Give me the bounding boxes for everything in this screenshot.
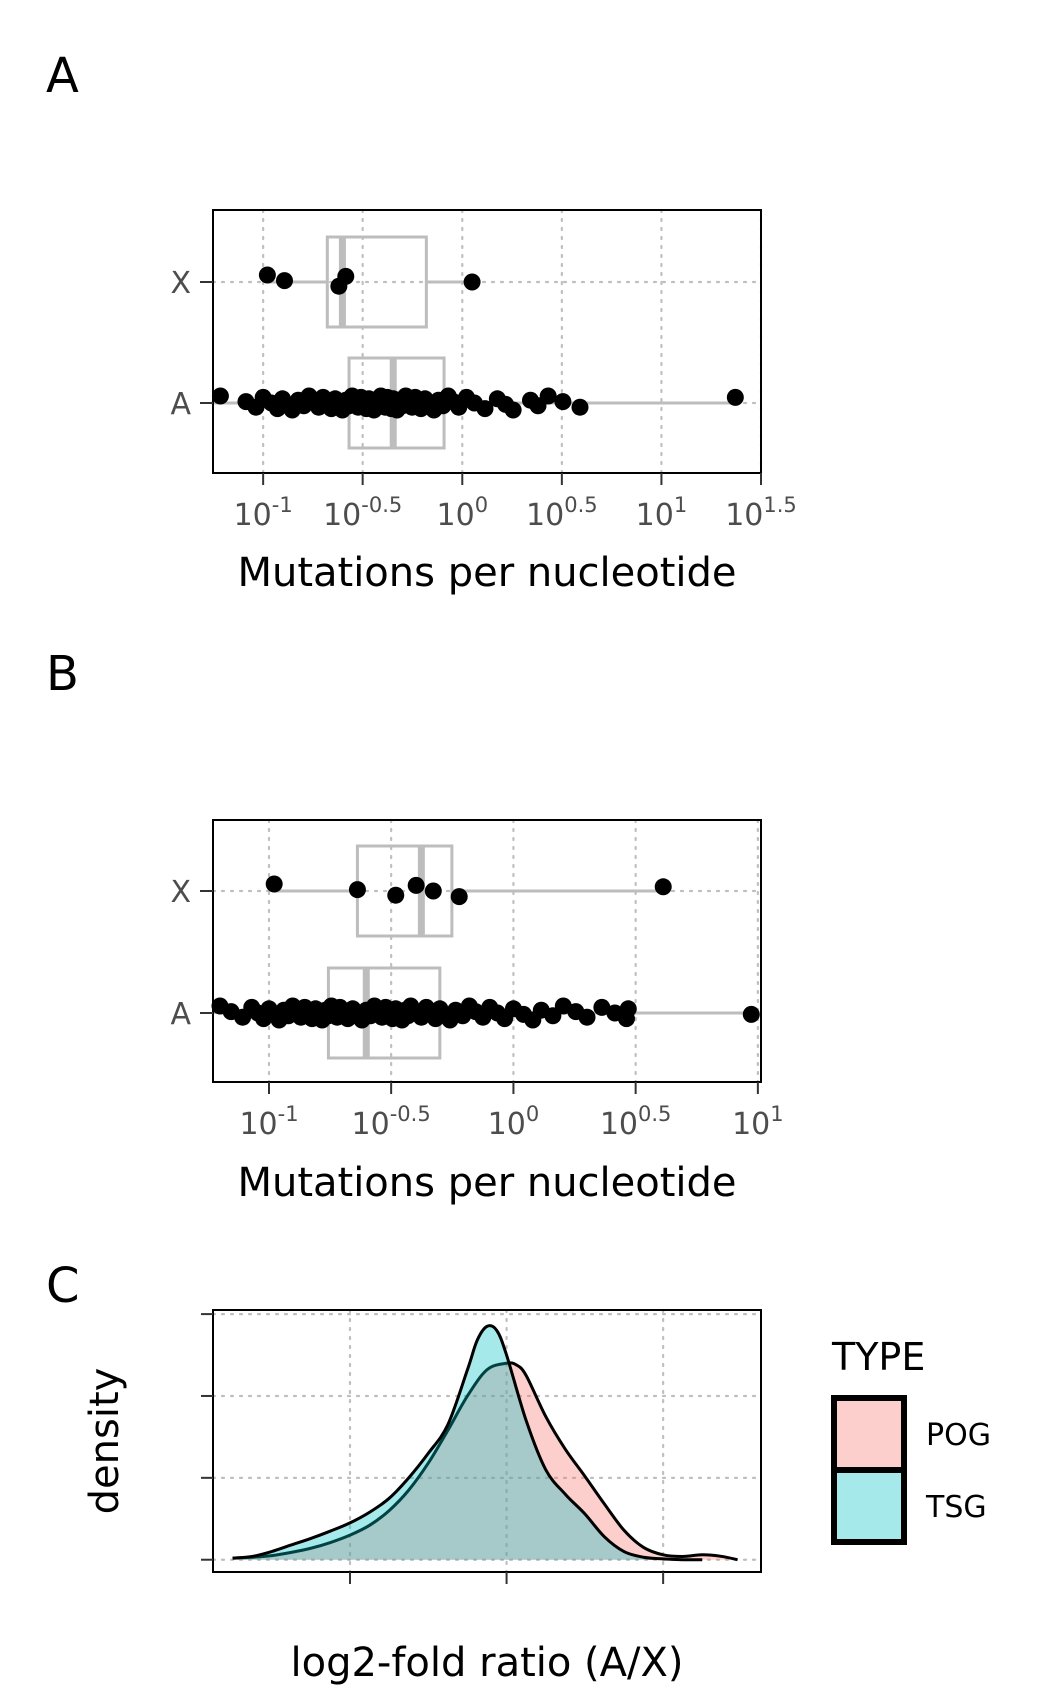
panel-c-ticks [201, 1313, 665, 1584]
panel-c-grid [211, 1308, 763, 1574]
panel-b: B 10-1 10-0.5 100 100.5 101 X A Mutations pe… [46, 646, 784, 1206]
panel-b-frame [212, 819, 762, 1083]
x-tick-exponent: 0.5 [638, 1102, 671, 1126]
panel-a-points [211, 266, 744, 419]
x-tick-exponent: 1 [674, 493, 687, 517]
data-point [450, 888, 468, 906]
panel-c-frame [212, 1309, 762, 1573]
x-tick-exponent: 0 [526, 1102, 539, 1126]
x-tick-exponent: -0.5 [390, 1102, 431, 1126]
data-point [348, 881, 366, 899]
x-tick-label: 101 [636, 493, 688, 533]
data-point [539, 387, 557, 405]
panel-b-x-axis-title: Mutations per nucleotide [237, 1160, 736, 1206]
x-tick-label: 101.5 [725, 493, 797, 533]
x-tick-base: 10 [239, 1107, 277, 1142]
legend-swatch-pog [831, 1395, 907, 1473]
x-tick-exponent: 0 [475, 493, 488, 517]
data-point [504, 401, 522, 419]
density-area-tsg [232, 1325, 703, 1560]
panel-c-letter: C [46, 1258, 80, 1314]
x-tick-base: 10 [725, 498, 763, 533]
panel-c-y-axis-title: density [82, 1368, 128, 1515]
x-tick-label: 10-1 [239, 1102, 298, 1142]
data-point [619, 1000, 637, 1018]
x-tick-label: 10-1 [234, 493, 293, 533]
panel-a-x-ticks: 10-1 10-0.5 100 100.5 101 101.5 [234, 473, 797, 533]
data-point [275, 272, 293, 290]
legend-label-pog: POG [926, 1418, 991, 1453]
x-tick-label: 10-0.5 [323, 493, 402, 533]
x-tick-exponent: 1.5 [763, 493, 796, 517]
data-point [571, 398, 589, 416]
data-point [387, 886, 405, 904]
legend-swatch-tsg [831, 1467, 907, 1545]
panel-b-boxes [218, 844, 752, 1060]
box-iqr [325, 235, 428, 329]
panel-a-frame [212, 209, 762, 474]
panel-c-x-axis-title: log2-fold ratio (A/X) [290, 1640, 683, 1686]
legend: TYPE POG TSG [831, 1335, 991, 1545]
data-point [742, 1005, 760, 1023]
data-point [463, 273, 481, 291]
x-tick-label: 10-0.5 [352, 1102, 431, 1142]
data-point [258, 266, 276, 284]
data-point [654, 878, 672, 896]
data-point [578, 1008, 596, 1026]
panel-a-x-axis-title: Mutations per nucleotide [237, 550, 736, 596]
panel-a-letter: A [46, 48, 79, 104]
panel-a-cat-label-a: A [170, 387, 191, 422]
panel-b-grid [211, 818, 763, 1084]
panel-b-points [211, 875, 760, 1029]
x-tick-exponent: 0.5 [564, 493, 597, 517]
x-tick-label: 100.5 [526, 493, 598, 533]
panel-b-cat-label-a: A [170, 997, 191, 1032]
x-tick-exponent: -1 [272, 493, 293, 517]
panel-a-grid [211, 208, 763, 475]
x-tick-label: 100 [488, 1102, 540, 1142]
legend-label-tsg: TSG [925, 1490, 987, 1525]
panel-a-cat-label-x: X [170, 266, 191, 301]
x-tick-base: 10 [234, 498, 272, 533]
x-tick-label: 100 [437, 493, 489, 533]
x-tick-label: 100.5 [600, 1102, 672, 1142]
density-line-tsg [232, 1324, 703, 1562]
data-point [211, 387, 229, 405]
data-point [407, 876, 425, 894]
panel-c-density-areas [232, 1324, 738, 1562]
x-tick-base: 10 [323, 498, 361, 533]
legend-title: TYPE [831, 1335, 925, 1379]
data-point [593, 998, 611, 1016]
x-tick-base: 10 [732, 1107, 770, 1142]
density-area-pog [232, 1362, 738, 1560]
panel-a: A 10-1 10-0.5 100 100.5 101 101.5 X A Mutatio… [46, 48, 797, 596]
panel-b-letter: B [46, 646, 79, 702]
density-line-pog [232, 1361, 738, 1562]
x-tick-base: 10 [526, 498, 564, 533]
x-tick-base: 10 [488, 1107, 526, 1142]
panel-c: C log2-fold ratio (A/X) density TYPE POG… [46, 1258, 991, 1686]
data-point [554, 393, 572, 411]
x-tick-base: 10 [636, 498, 674, 533]
data-point [424, 882, 442, 900]
panel-b-cat-label-x: X [170, 875, 191, 910]
x-tick-base: 10 [437, 498, 475, 533]
x-tick-exponent: -1 [278, 1102, 299, 1126]
data-point [337, 267, 355, 285]
data-point [476, 400, 494, 418]
data-point [726, 388, 744, 406]
x-tick-base: 10 [352, 1107, 390, 1142]
panel-b-x-ticks: 10-1 10-0.5 100 100.5 101 [239, 1082, 784, 1142]
data-point [265, 875, 283, 893]
x-tick-exponent: -0.5 [361, 493, 402, 517]
x-tick-label: 101 [732, 1102, 784, 1142]
x-tick-exponent: 1 [770, 1102, 783, 1126]
x-tick-base: 10 [600, 1107, 638, 1142]
